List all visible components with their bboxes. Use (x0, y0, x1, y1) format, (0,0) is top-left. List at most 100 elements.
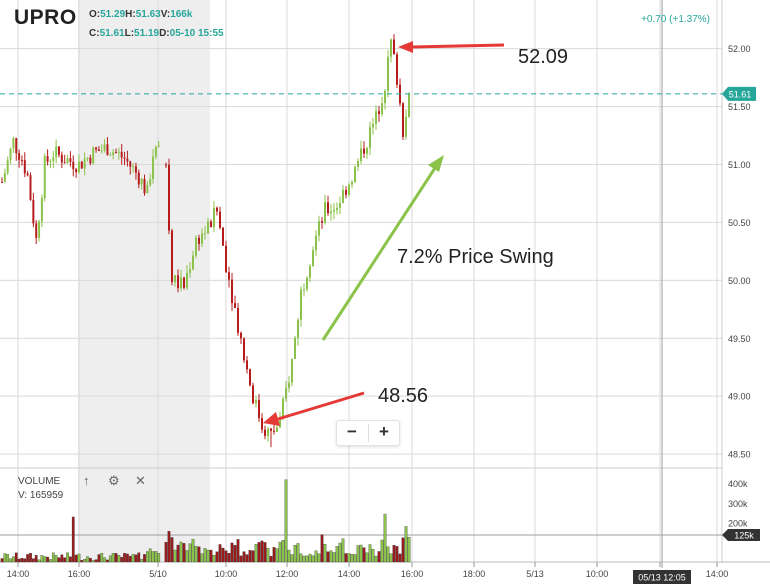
candle-body (228, 272, 230, 280)
candle-body (249, 369, 251, 386)
volume-bar (200, 553, 204, 563)
arrow-up-icon[interactable]: ↑ (83, 473, 90, 488)
volume-bar (326, 551, 330, 563)
candle-body (6, 159, 9, 173)
time-tick-label: 16:00 (401, 569, 424, 579)
candle-body (294, 337, 296, 360)
candle-body (291, 359, 293, 383)
close-value: 51.61 (99, 28, 125, 39)
close-label: C: (89, 28, 100, 39)
candle-body (137, 172, 140, 185)
volume-bar (260, 540, 264, 563)
volume-bar (46, 556, 49, 563)
volume-bar (49, 559, 52, 563)
last-price-badge-text: 51.61 (729, 89, 752, 99)
volume-bar (374, 555, 378, 563)
volume-bar (140, 558, 143, 563)
candle-body (120, 151, 123, 158)
volume-tick-label: 400k (728, 479, 748, 489)
volume-bar (287, 549, 291, 563)
candle-body (154, 146, 157, 157)
candle-body (372, 123, 374, 128)
candle-body (52, 157, 55, 162)
volume-bar (173, 549, 177, 563)
volume-bar (272, 547, 276, 563)
candle-body (255, 399, 257, 404)
price-tick-label: 51.00 (728, 160, 751, 170)
volume-bar (314, 550, 318, 563)
volume-bar (106, 559, 109, 563)
volume-bar (83, 559, 86, 563)
volume-bar (77, 553, 81, 563)
low-value: 51.19 (134, 28, 160, 39)
candle-body (222, 227, 224, 246)
volume-bar (209, 549, 213, 563)
volume-bar (356, 545, 360, 563)
candle-body (40, 197, 43, 222)
candle-body (369, 127, 371, 148)
candle-body (381, 103, 383, 115)
candle-body (408, 93, 410, 117)
volume-bar (123, 553, 126, 563)
volume-bar (302, 555, 306, 563)
candle-body (165, 164, 167, 166)
volume-bar (37, 559, 41, 563)
volume-bar (26, 554, 30, 563)
volume-bar (278, 541, 282, 563)
volume-bar (167, 531, 171, 563)
volume-bar (191, 539, 195, 563)
volume-bar (239, 555, 243, 563)
volume-bar (392, 545, 396, 563)
candle-body (225, 245, 227, 273)
candle-body (146, 184, 149, 194)
volume-bar (251, 550, 255, 563)
volume-bar (143, 554, 146, 563)
arrow-left-icon (263, 412, 280, 426)
candle-body (72, 161, 75, 170)
volume-bar (362, 547, 366, 563)
candle-body (117, 151, 120, 153)
zoom-out-button[interactable]: − (347, 422, 357, 441)
annotation-low: 48.56 (263, 385, 428, 426)
candle-body (342, 189, 344, 204)
volume-bar (377, 551, 381, 563)
time-axis-ticks: 14:00 16:00 5/10 10:00 12:00 14:00 16:00 18:00 5… (7, 562, 728, 579)
volume-bar (350, 554, 354, 563)
volume-bar (197, 546, 201, 563)
candle-body (89, 157, 92, 164)
zoom-in-button[interactable]: + (379, 422, 389, 441)
candle-body (273, 430, 275, 432)
candle-body (49, 161, 52, 163)
candle-body (83, 159, 86, 169)
candle-body (267, 428, 269, 436)
volume-bar (29, 553, 32, 563)
volume-bar (371, 548, 375, 563)
price-tick-label: 49.50 (728, 334, 751, 344)
volume-bar (128, 555, 132, 563)
candle-body (258, 399, 260, 419)
close-icon[interactable]: ✕ (135, 473, 146, 488)
volume-bar (329, 550, 333, 563)
volume-bar (43, 556, 47, 563)
gear-icon[interactable]: ⚙ (108, 473, 120, 488)
volume-bar (365, 552, 369, 563)
volume-bar (12, 556, 15, 563)
candle-body (330, 211, 332, 214)
candle-body (66, 158, 69, 164)
candle-body (149, 179, 152, 185)
candle-body (351, 182, 353, 185)
volume-bar (66, 552, 69, 563)
volume-bar (157, 553, 161, 563)
candle-body (270, 428, 272, 431)
date-label: D: (159, 28, 170, 39)
candle-body (15, 138, 18, 154)
volume-bar (114, 553, 118, 563)
volume-bar (51, 552, 55, 563)
volume-bar (151, 551, 155, 563)
volume-bar (170, 537, 174, 563)
volume-bar (338, 542, 342, 563)
volume-bar (71, 516, 75, 563)
candle-body (126, 158, 129, 162)
volume-bar (245, 554, 249, 563)
